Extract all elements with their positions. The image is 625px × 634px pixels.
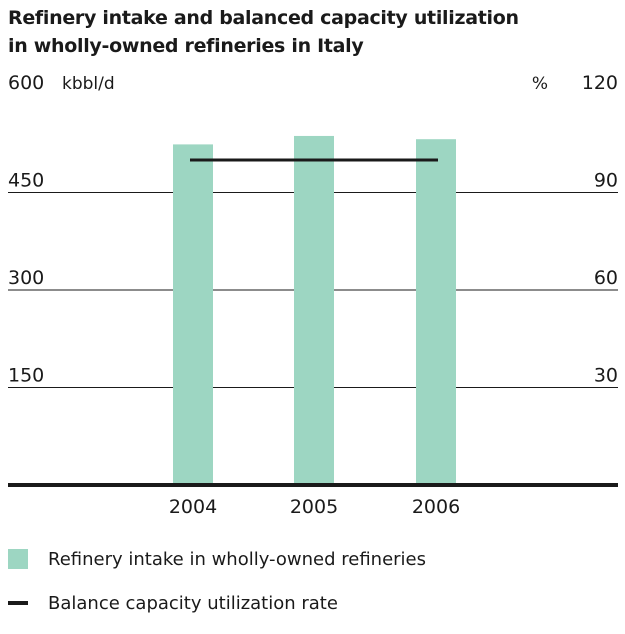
legend: Refinery intake in wholly-owned refineri…: [8, 546, 426, 634]
y-left-tick-600: 600: [8, 72, 44, 94]
bar-2004: [173, 144, 213, 485]
y-right-tick-120: 120: [582, 72, 618, 94]
chart-title: Refinery intake and balanced capacity ut…: [8, 4, 608, 60]
legend-swatch-bar: [8, 549, 28, 569]
y-left-tick-150: 150: [8, 365, 44, 387]
y-left-tick-450: 450: [8, 170, 44, 192]
chart-title-line-1: Refinery intake and balanced capacity ut…: [8, 7, 519, 29]
y-right-tick-60: 60: [594, 267, 618, 289]
legend-label-line: Balance capacity utilization rate: [48, 592, 338, 614]
legend-item-line: Balance capacity utilization rate: [8, 590, 426, 616]
legend-swatch-line: [8, 601, 28, 605]
bar-2006: [416, 139, 456, 485]
x-tick-2005: 2005: [290, 496, 338, 518]
y-right-tick-30: 30: [594, 365, 618, 387]
y-left-unit: kbbl/d: [62, 74, 115, 94]
y-right-unit: %: [532, 74, 548, 94]
x-tick-2004: 2004: [169, 496, 217, 518]
y-left-tick-300: 300: [8, 267, 44, 289]
legend-item-bar: Refinery intake in wholly-owned refineri…: [8, 546, 426, 572]
chart-canvas: 150 300 450 600 30 60 90 120 kbbl/d % 2004 2005 2006: [8, 72, 618, 518]
bar-2005: [294, 135, 334, 485]
x-tick-2006: 2006: [412, 496, 460, 518]
y-right-tick-90: 90: [594, 170, 618, 192]
chart-title-line-2: in wholly-owned refineries in Italy: [8, 35, 364, 57]
legend-label-bar: Refinery intake in wholly-owned refineri…: [48, 548, 426, 570]
